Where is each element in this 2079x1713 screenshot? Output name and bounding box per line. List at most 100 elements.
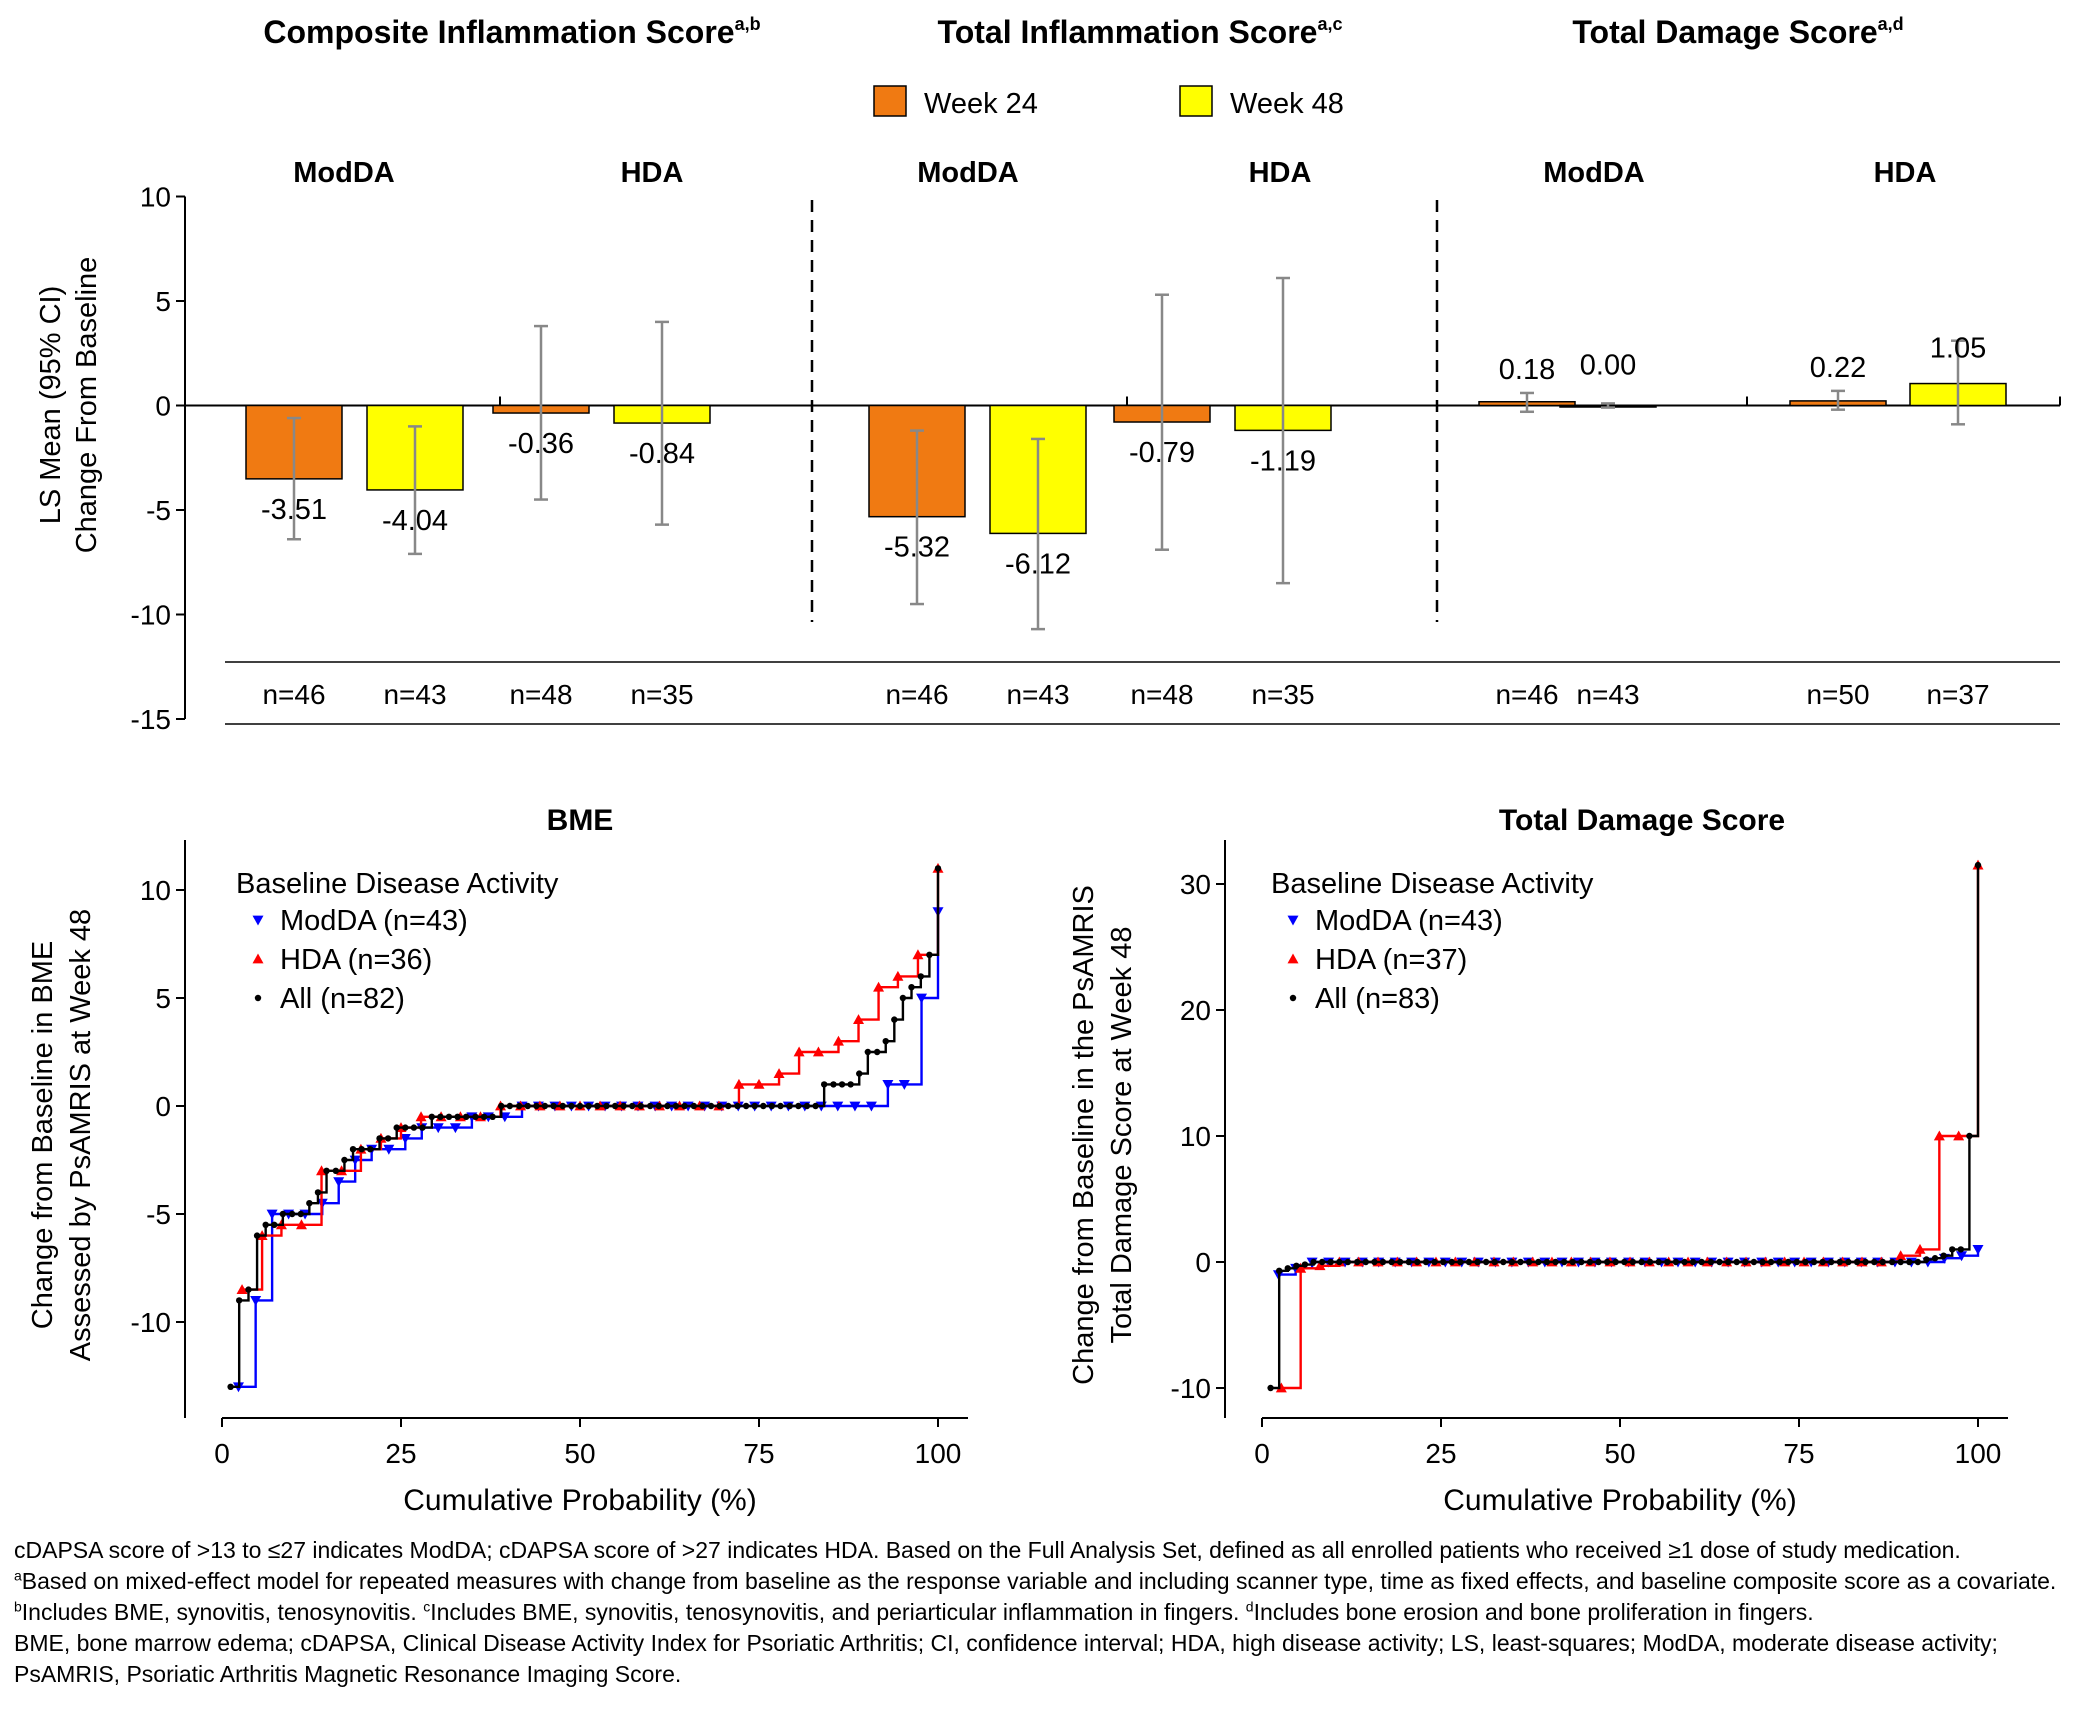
footnote-definition: cDAPSA score of >13 to ≤27 indicates Mod…: [14, 1537, 1961, 1563]
data-point: [1275, 1382, 1287, 1393]
group-label: ModDA: [293, 157, 395, 189]
data-label: -4.04: [382, 505, 448, 537]
data-point: [576, 1102, 584, 1110]
x-tick-label: 25: [385, 1438, 416, 1469]
y-tick-label: 0: [1195, 1247, 1211, 1278]
data-point: [934, 865, 942, 872]
data-point: [1953, 1130, 1965, 1141]
n-label: n=48: [1130, 679, 1193, 710]
data-point: [1344, 1258, 1352, 1266]
data-point: [262, 1221, 269, 1229]
data-point: [593, 1102, 601, 1110]
footnote-abcd: aBased on mixed-effect model for repeate…: [14, 1567, 2057, 1625]
data-label: 1.05: [1930, 332, 1986, 364]
data-point: [1776, 1258, 1783, 1266]
data-point: [314, 1189, 322, 1196]
data-point: [428, 1113, 435, 1121]
data-point: [1422, 1258, 1430, 1266]
y-tick-label: -5: [146, 1199, 171, 1230]
data-point: [1933, 1130, 1945, 1141]
data-point: [690, 1102, 698, 1110]
data-point: [383, 1144, 395, 1155]
y-tick-label: 0: [155, 1091, 171, 1122]
data-point: [672, 1102, 680, 1110]
data-point: [306, 1200, 313, 1207]
data-point: [803, 1102, 811, 1110]
legend-label: Week 48: [1230, 88, 1344, 120]
y-tick-label: 10: [140, 182, 171, 213]
data-point: [1465, 1258, 1473, 1266]
data-point: [620, 1102, 627, 1110]
data-point: [793, 1046, 805, 1057]
x-tick-label: 75: [1783, 1438, 1814, 1469]
data-point: [1354, 1258, 1361, 1266]
data-point: [725, 1102, 732, 1110]
data-point: [1267, 1384, 1274, 1392]
data-point: [1396, 1258, 1404, 1266]
data-point: [1621, 1258, 1628, 1266]
n-label: n=43: [1006, 679, 1069, 710]
series: [1267, 861, 1982, 1392]
data-point: [873, 1048, 881, 1056]
n-label: n=35: [630, 679, 693, 710]
data-point: [533, 1102, 540, 1110]
legend-label: All (n=83): [1315, 983, 1440, 1015]
footnotes: cDAPSA score of >13 to ≤27 indicates Mod…: [14, 1535, 2064, 1690]
data-point: [856, 1070, 863, 1077]
data-point: [266, 1209, 278, 1220]
data-point: [332, 1167, 340, 1175]
data-point: [1293, 1262, 1300, 1269]
plot-title: BME: [547, 804, 614, 837]
y-tick-label: 10: [1180, 1121, 1211, 1152]
data-point: [1595, 1258, 1602, 1266]
data-point: [1845, 1258, 1852, 1266]
data-point: [568, 1102, 575, 1110]
group-label: HDA: [1249, 157, 1312, 189]
data-point: [699, 1102, 706, 1110]
n-label: n=43: [1576, 679, 1639, 710]
data-point: [873, 981, 885, 992]
data-point: [733, 1078, 745, 1089]
y-axis-label: Change from Baseline in the PsAMRIS Total…: [1068, 885, 1138, 1385]
data-point: [1508, 1258, 1516, 1266]
y-tick-label: -10: [131, 1307, 171, 1338]
data-point: [415, 1111, 427, 1122]
data-point: [250, 1296, 262, 1306]
y-tick-label: 30: [1180, 869, 1211, 900]
data-point: [1931, 1255, 1939, 1262]
panel-title: Total Damage Scorea,d: [1572, 14, 1903, 50]
data-point: [236, 1284, 248, 1294]
data-point: [603, 1102, 610, 1110]
data-point: [1552, 1258, 1559, 1266]
data-point: [1535, 1258, 1542, 1266]
y-tick-label: 20: [1180, 995, 1211, 1026]
data-point: [655, 1102, 662, 1110]
data-point: [1810, 1258, 1818, 1266]
data-point: [847, 1081, 854, 1088]
legend-label: All (n=82): [280, 983, 405, 1015]
data-point: [917, 973, 925, 980]
data-point: [898, 1080, 910, 1090]
data-point: [637, 1102, 645, 1110]
data-point: [926, 951, 933, 958]
data-point: [384, 1135, 392, 1142]
data-point: [227, 1383, 234, 1391]
x-tick-label: 75: [743, 1438, 774, 1469]
data-point: [1897, 1258, 1904, 1266]
data-point: [795, 1102, 802, 1110]
data-point: [253, 1232, 261, 1239]
data-point: [1698, 1258, 1705, 1266]
legend-swatch: [873, 85, 907, 117]
data-point: [1431, 1258, 1438, 1266]
data-point: [297, 1210, 304, 1218]
data-label: -1.19: [1250, 445, 1316, 477]
data-label: -3.51: [261, 494, 327, 526]
data-label: -6.12: [1005, 548, 1071, 580]
data-point: [1295, 1262, 1307, 1273]
data-point: [1940, 1252, 1947, 1259]
data-point: [864, 1048, 872, 1056]
data-point: [559, 1102, 567, 1110]
data-point: [1275, 1267, 1283, 1275]
data-point: [454, 1113, 461, 1121]
